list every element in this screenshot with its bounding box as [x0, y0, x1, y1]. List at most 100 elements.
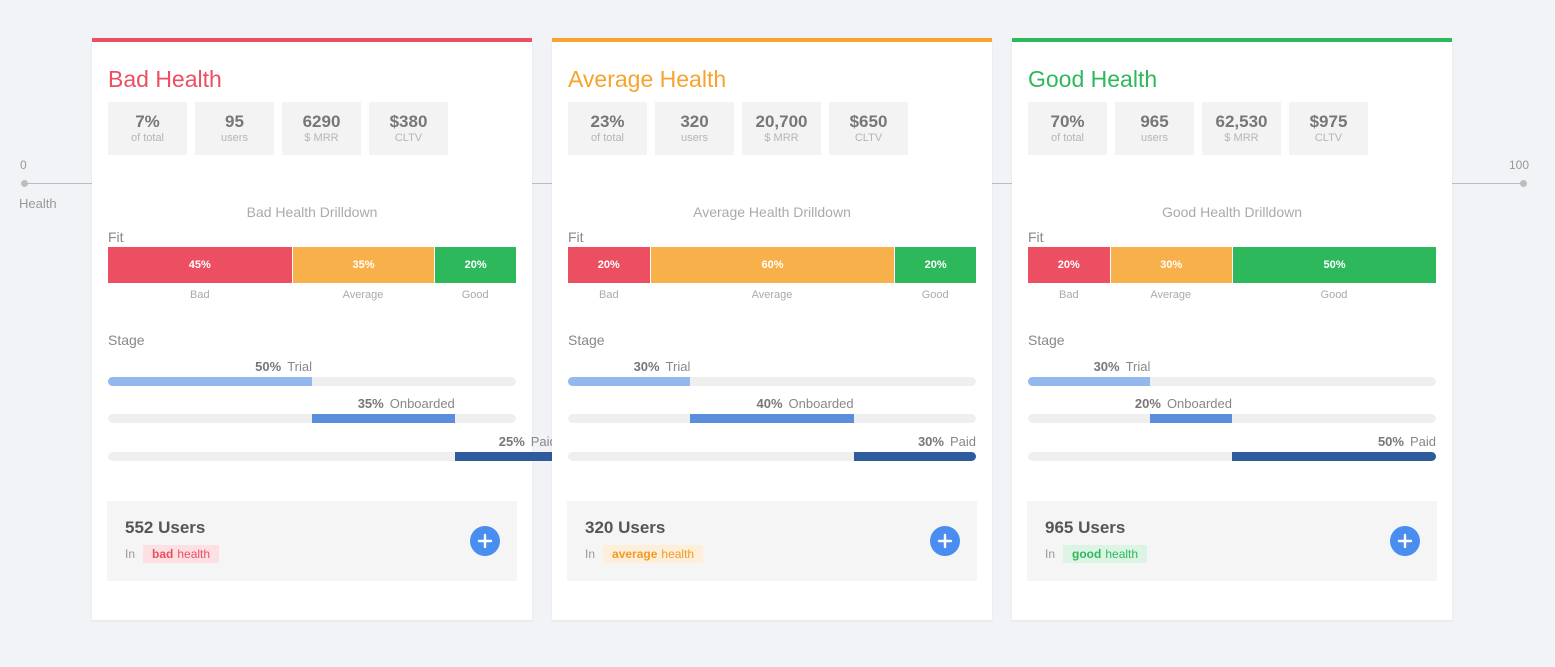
- fit-label: Fit: [108, 229, 124, 245]
- fit-segment-pct: 60%: [761, 259, 784, 271]
- stage-name: Onboarded: [389, 396, 455, 411]
- stat-value: 70%: [1050, 112, 1085, 131]
- health-axis-max-label: 100: [1509, 158, 1530, 172]
- stage-fill-trial: [108, 377, 312, 386]
- fit-segment-pct: 20%: [1057, 259, 1080, 271]
- stat-value: $380: [389, 112, 428, 131]
- stage-name: Onboarded: [788, 396, 854, 411]
- fit-captions: Bad Average Good: [1028, 289, 1436, 303]
- card-title: Bad Health: [108, 66, 222, 92]
- health-tag-rest: health: [1105, 547, 1139, 561]
- fit-segment-pct: 45%: [188, 259, 211, 271]
- stat-tile: $380 CLTV: [369, 102, 448, 155]
- add-users-button[interactable]: [470, 526, 500, 556]
- fit-caption-good: Good: [1320, 289, 1348, 301]
- users-segment: In average health: [585, 545, 704, 563]
- stage-track: [568, 414, 976, 423]
- plus-icon: [477, 533, 493, 549]
- card-average-health: Average Health 23% of total 320 users 20,7…: [552, 38, 992, 620]
- stat-value: 965: [1140, 112, 1169, 131]
- stat-tile: 965 users: [1115, 102, 1194, 155]
- stage-fill-paid: [853, 452, 976, 461]
- stage-name: Trial: [1125, 359, 1151, 374]
- health-tag-strong: average: [612, 547, 658, 561]
- health-axis-label: Health: [19, 196, 57, 211]
- stage-pct: 30%: [917, 434, 944, 449]
- fit-segment-good: 50%: [1231, 247, 1436, 283]
- stat-label: CLTV: [1314, 132, 1343, 144]
- stage-text: 30% Trial: [1094, 359, 1151, 374]
- add-users-button[interactable]: [1390, 526, 1420, 556]
- fit-segment-pct: 50%: [1323, 259, 1346, 271]
- stage-pct: 30%: [633, 359, 660, 374]
- stat-tile: 320 users: [655, 102, 734, 155]
- stat-value: $975: [1309, 112, 1348, 131]
- stage-pct: 30%: [1093, 359, 1120, 374]
- stage-fill-onboarded: [312, 414, 455, 423]
- fit-caption-bad: Bad: [190, 289, 210, 301]
- fit-label: Fit: [1028, 229, 1044, 245]
- users-count: 965 Users: [1045, 518, 1126, 537]
- fit-bar: 45% 35% 20%: [108, 247, 516, 283]
- card-title: Average Health: [568, 66, 727, 92]
- fit-segment-average: 30%: [1109, 247, 1232, 283]
- health-tag[interactable]: bad health: [143, 545, 220, 563]
- fit-bar: 20% 30% 50%: [1028, 247, 1436, 283]
- stage-pct: 35%: [357, 396, 384, 411]
- stage-track: [1028, 414, 1436, 423]
- fit-caption-average: Average: [342, 289, 384, 301]
- stage-label: Stage: [1028, 332, 1065, 348]
- stage-track: [1028, 452, 1436, 461]
- stage-fill-paid: [454, 452, 557, 461]
- users-in-label: In: [1045, 547, 1056, 561]
- health-tag[interactable]: average health: [603, 545, 704, 563]
- stat-label: of total: [130, 132, 165, 144]
- users-count: 552 Users: [125, 518, 206, 537]
- stage-fill-trial: [568, 377, 691, 386]
- users-segment: In bad health: [125, 545, 220, 563]
- stat-value: 7%: [135, 112, 160, 131]
- stage-label: Stage: [568, 332, 605, 348]
- fit-segment-bad: 45%: [108, 247, 292, 283]
- health-tag-strong: bad: [152, 547, 174, 561]
- stat-value: 95: [225, 112, 244, 131]
- stat-tile: 95 users: [195, 102, 274, 155]
- fit-caption-bad: Bad: [599, 289, 619, 301]
- stage-fill-paid: [1232, 452, 1436, 461]
- users-summary: 965 Users In good health: [1027, 501, 1437, 581]
- plus-icon: [1397, 533, 1413, 549]
- health-tag-rest: health: [177, 547, 211, 561]
- stage-fill-onboarded: [690, 414, 854, 423]
- stage-text: 20% Onboarded: [1135, 396, 1232, 411]
- stat-label: CLTV: [394, 132, 423, 144]
- fit-label: Fit: [568, 229, 584, 245]
- fit-segment-pct: 35%: [352, 259, 375, 271]
- stat-tile: 23% of total: [568, 102, 647, 155]
- stage-text: 25% Paid: [499, 434, 557, 449]
- add-users-button[interactable]: [930, 526, 960, 556]
- stat-value: 20,700: [755, 112, 808, 131]
- stage-track: [108, 414, 516, 423]
- stage-text: 40% Onboarded: [757, 396, 854, 411]
- stat-label: CLTV: [854, 132, 883, 144]
- fit-caption-bad: Bad: [1059, 289, 1079, 301]
- stage-fill-onboarded: [1150, 414, 1232, 423]
- health-tag-rest: health: [661, 547, 695, 561]
- fit-segment-average: 60%: [649, 247, 895, 283]
- fit-segment-bad: 20%: [1028, 247, 1110, 283]
- fit-segment-pct: 20%: [924, 259, 947, 271]
- fit-captions: Bad Average Good: [568, 289, 976, 303]
- stage-pct: 50%: [255, 359, 282, 374]
- health-axis-max-dot: [1520, 180, 1527, 187]
- plus-icon: [937, 533, 953, 549]
- users-segment: In good health: [1045, 545, 1148, 563]
- users-in-label: In: [125, 547, 136, 561]
- health-tag[interactable]: good health: [1063, 545, 1148, 563]
- stat-tile: $975 CLTV: [1289, 102, 1368, 155]
- fit-captions: Bad Average Good: [108, 289, 516, 303]
- stage-fill-trial: [1028, 377, 1151, 386]
- stats-row: 23% of total 320 users 20,700 $ MRR $650 CLT…: [568, 102, 908, 155]
- stage-pct: 40%: [756, 396, 783, 411]
- stats-row: 7% of total 95 users 6290 $ MRR $380 CLTV: [108, 102, 448, 155]
- fit-segment-average: 35%: [291, 247, 435, 283]
